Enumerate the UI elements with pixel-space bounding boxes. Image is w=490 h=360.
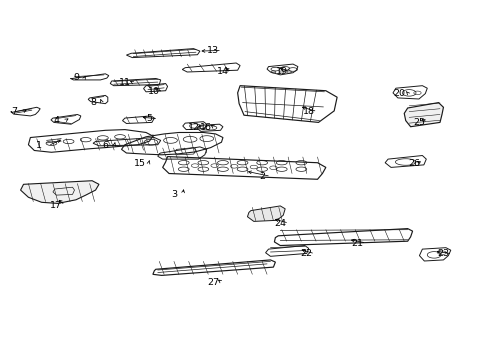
Text: 23: 23 [438, 249, 449, 258]
Text: 12: 12 [188, 123, 199, 132]
Polygon shape [21, 181, 99, 203]
Polygon shape [247, 206, 285, 221]
Text: 14: 14 [217, 68, 229, 77]
Text: 21: 21 [352, 238, 364, 248]
Text: 25: 25 [413, 118, 425, 127]
Text: 9: 9 [73, 73, 79, 82]
Text: 27: 27 [207, 278, 219, 287]
Polygon shape [404, 103, 443, 127]
Text: 8: 8 [90, 98, 96, 107]
Text: 1: 1 [36, 141, 42, 150]
Text: 5: 5 [147, 114, 152, 123]
Text: 11: 11 [119, 78, 131, 87]
Text: 19: 19 [276, 68, 288, 77]
Text: 3: 3 [171, 190, 177, 199]
Text: 26: 26 [408, 159, 420, 168]
Text: 2: 2 [259, 172, 265, 181]
Text: 24: 24 [274, 219, 286, 228]
Text: 20: 20 [393, 89, 405, 98]
Text: 18: 18 [303, 107, 315, 116]
Text: 6: 6 [102, 141, 108, 150]
Text: 16: 16 [200, 123, 212, 132]
Text: 13: 13 [207, 46, 219, 55]
Text: 22: 22 [300, 249, 312, 258]
Text: 10: 10 [148, 87, 160, 96]
Text: 17: 17 [50, 201, 62, 210]
Text: 15: 15 [134, 159, 146, 168]
Text: 4: 4 [53, 116, 59, 125]
Text: 7: 7 [11, 107, 17, 116]
